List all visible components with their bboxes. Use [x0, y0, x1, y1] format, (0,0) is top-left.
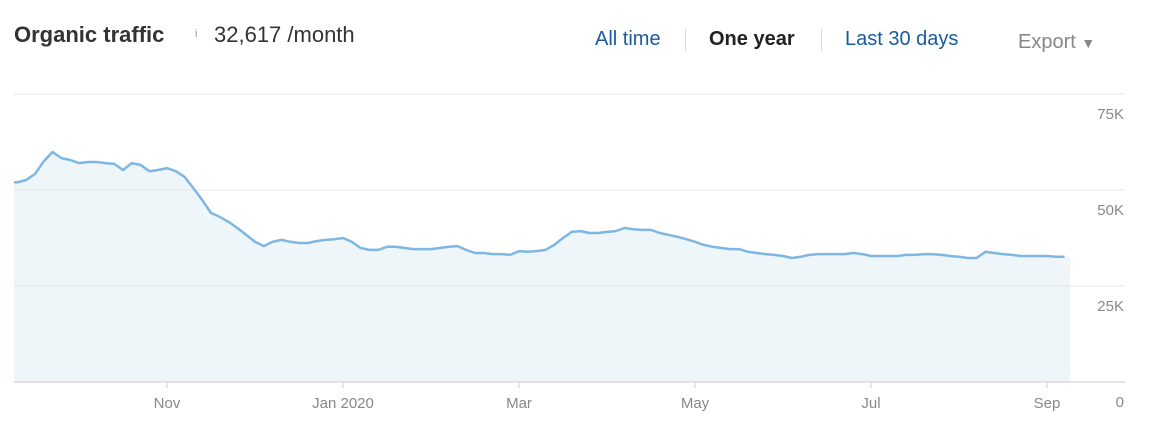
x-tick-label: Sep [1034, 395, 1061, 412]
y-tick-label: 25K [1097, 298, 1124, 315]
y-tick-label: 75K [1097, 106, 1124, 123]
traffic-value: 32,617 /month [214, 22, 355, 47]
y-tick-label: 50K [1097, 202, 1124, 219]
line [14, 150, 1065, 260]
export-label[interactable]: Export [1018, 31, 1076, 53]
x-tick-label: Nov [154, 395, 181, 412]
dropdown-arrow[interactable]: ▼ [1081, 35, 1096, 51]
x-tick-label: Mar [506, 395, 532, 412]
x-tick-label: Jul [861, 395, 880, 412]
export-button[interactable]: Export ▼ [1018, 31, 1095, 54]
separator [821, 28, 822, 52]
area [14, 152, 1070, 382]
tab[interactable]: Last 30 days [845, 28, 959, 50]
x-tick-label: May [681, 395, 710, 412]
title: Organic traffic [14, 22, 165, 47]
tab-active[interactable]: One year [709, 28, 795, 50]
tab[interactable]: All time [595, 28, 661, 50]
x-tick-label: Jan 2020 [312, 395, 374, 412]
info-icon[interactable]: i [195, 28, 198, 40]
separator [685, 28, 686, 52]
y-tick-label: 0 [1116, 394, 1124, 411]
